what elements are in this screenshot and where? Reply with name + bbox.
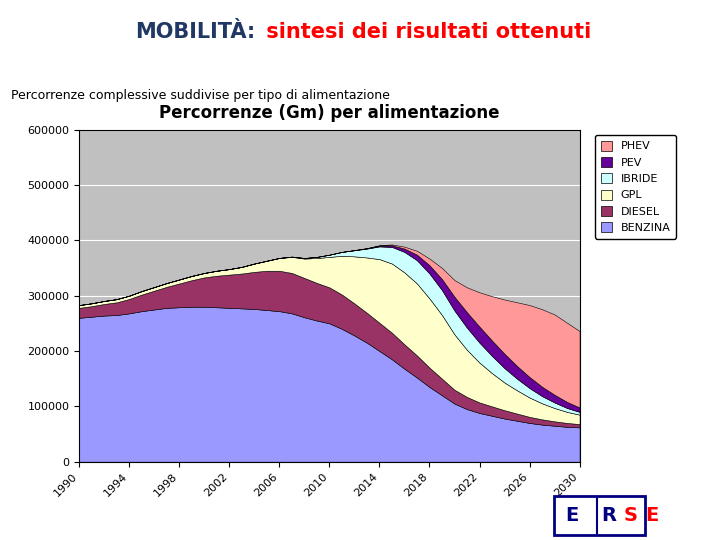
Title: Percorrenze (Gm) per alimentazione: Percorrenze (Gm) per alimentazione [159,104,500,123]
Text: sintesi dei risultati ottenuti: sintesi dei risultati ottenuti [259,22,591,42]
Text: R: R [601,506,616,525]
FancyBboxPatch shape [554,496,645,535]
Text: E: E [565,506,578,525]
Text: MOBILITÀ:: MOBILITÀ: [135,22,256,42]
Text: S: S [624,506,638,525]
Legend: PHEV, PEV, IBRIDE, GPL, DIESEL, BENZINA: PHEV, PEV, IBRIDE, GPL, DIESEL, BENZINA [595,135,676,239]
Text: Percorrenze complessive suddivise per tipo di alimentazione: Percorrenze complessive suddivise per ti… [11,89,390,103]
Text: E: E [645,506,658,525]
